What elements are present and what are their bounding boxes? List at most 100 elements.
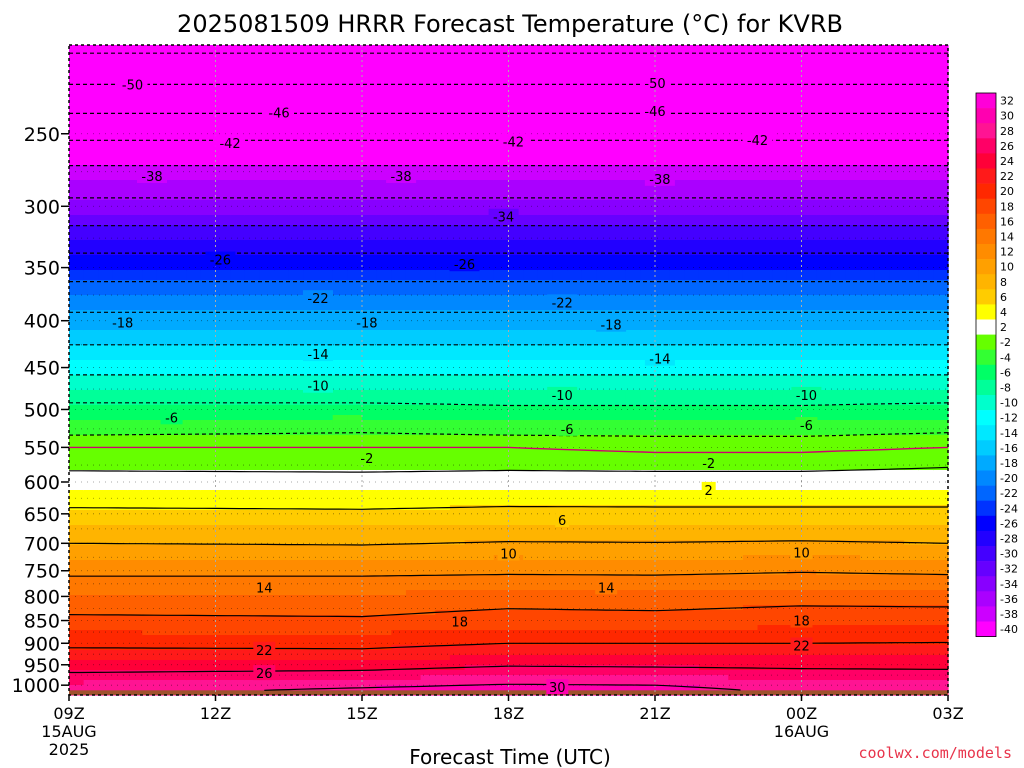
temperature-cell	[244, 160, 261, 166]
temperature-cell	[508, 355, 524, 361]
temperature-cell	[244, 495, 261, 501]
temperature-cell	[303, 680, 319, 686]
temperature-cell	[596, 360, 612, 366]
temperature-cell	[493, 500, 510, 506]
temperature-cell	[200, 130, 217, 136]
temperature-cell	[596, 350, 612, 356]
temperature-cell	[127, 465, 143, 471]
temperature-cell	[449, 475, 466, 481]
temperature-cell	[508, 310, 524, 316]
temperature-cell	[244, 680, 261, 686]
temperature-cell	[362, 470, 378, 476]
temperature-cell	[69, 160, 85, 166]
temperature-cell	[420, 485, 436, 491]
temperature-cell	[332, 590, 348, 596]
temperature-cell	[347, 460, 363, 466]
temperature-cell	[391, 45, 407, 51]
temperature-cell	[405, 550, 422, 556]
temperature-cell	[449, 280, 466, 286]
temperature-cell	[493, 290, 510, 296]
temperature-cell	[230, 685, 246, 691]
temperature-cell	[112, 270, 129, 276]
temperature-cell	[376, 480, 392, 486]
temperature-cell	[200, 305, 217, 311]
temperature-cell	[83, 160, 99, 166]
temperature-cell	[464, 685, 480, 691]
temperature-cell	[537, 260, 554, 266]
temperature-cell	[186, 220, 202, 226]
temperature-cell	[537, 255, 554, 261]
temperature-cell	[552, 85, 568, 91]
temperature-cell	[127, 630, 143, 636]
temperature-cell	[347, 380, 363, 386]
temperature-cell	[596, 150, 612, 156]
temperature-cell	[581, 600, 597, 606]
temperature-cell	[332, 665, 348, 671]
temperature-cell	[186, 110, 202, 116]
temperature-cell	[303, 80, 319, 86]
temperature-cell	[581, 330, 597, 336]
temperature-cell	[244, 580, 261, 586]
temperature-cell	[347, 510, 363, 516]
temperature-cell	[552, 575, 568, 581]
temperature-cell	[508, 330, 524, 336]
temperature-cell	[259, 170, 275, 176]
temperature-cell	[303, 615, 319, 621]
temperature-cell	[523, 685, 539, 691]
temperature-cell	[259, 285, 275, 291]
temperature-cell	[449, 105, 466, 111]
temperature-cell	[362, 50, 378, 56]
temperature-cell	[288, 435, 304, 441]
temperature-cell	[332, 245, 348, 251]
temperature-cell	[523, 85, 539, 91]
temperature-cell	[567, 210, 583, 216]
temperature-cell	[376, 240, 392, 246]
temperature-cell	[581, 140, 597, 146]
temperature-cell	[332, 655, 348, 661]
temperature-cell	[156, 365, 173, 371]
temperature-cell	[186, 345, 202, 351]
temperature-cell	[508, 75, 524, 81]
temperature-cell	[318, 250, 334, 256]
temperature-cell	[112, 275, 129, 281]
temperature-cell	[127, 580, 143, 586]
temperature-cell	[200, 325, 217, 331]
temperature-cell	[493, 175, 510, 181]
temperature-cell	[479, 280, 495, 286]
temperature-cell	[435, 575, 451, 581]
temperature-cell	[98, 545, 114, 551]
temperature-cell	[435, 395, 451, 401]
temperature-cell	[318, 100, 334, 106]
temperature-cell	[230, 435, 246, 441]
temperature-cell	[156, 390, 173, 396]
temperature-cell	[464, 605, 480, 611]
temperature-cell	[493, 90, 510, 96]
temperature-cell	[274, 75, 290, 81]
temperature-cell	[156, 605, 173, 611]
temperature-cell	[376, 275, 392, 281]
temperature-cell	[156, 95, 173, 101]
temperature-cell	[508, 80, 524, 86]
temperature-cell	[288, 625, 304, 631]
temperature-cell	[596, 615, 612, 621]
temperature-cell	[186, 515, 202, 521]
temperature-cell	[186, 105, 202, 111]
temperature-cell	[186, 455, 202, 461]
temperature-cell	[376, 340, 392, 346]
temperature-cell	[200, 630, 217, 636]
temperature-cell	[69, 465, 85, 471]
temperature-cell	[537, 105, 554, 111]
temperature-cell	[449, 60, 466, 66]
temperature-cell	[611, 220, 627, 226]
temperature-cell	[376, 55, 392, 61]
temperature-cell	[230, 340, 246, 346]
temperature-cell	[523, 430, 539, 436]
temperature-cell	[464, 305, 480, 311]
temperature-cell	[244, 215, 261, 221]
temperature-cell	[83, 405, 99, 411]
temperature-cell	[435, 130, 451, 136]
temperature-cell	[303, 120, 319, 126]
temperature-cell	[186, 570, 202, 576]
temperature-cell	[625, 135, 641, 141]
temperature-cell	[376, 470, 392, 476]
